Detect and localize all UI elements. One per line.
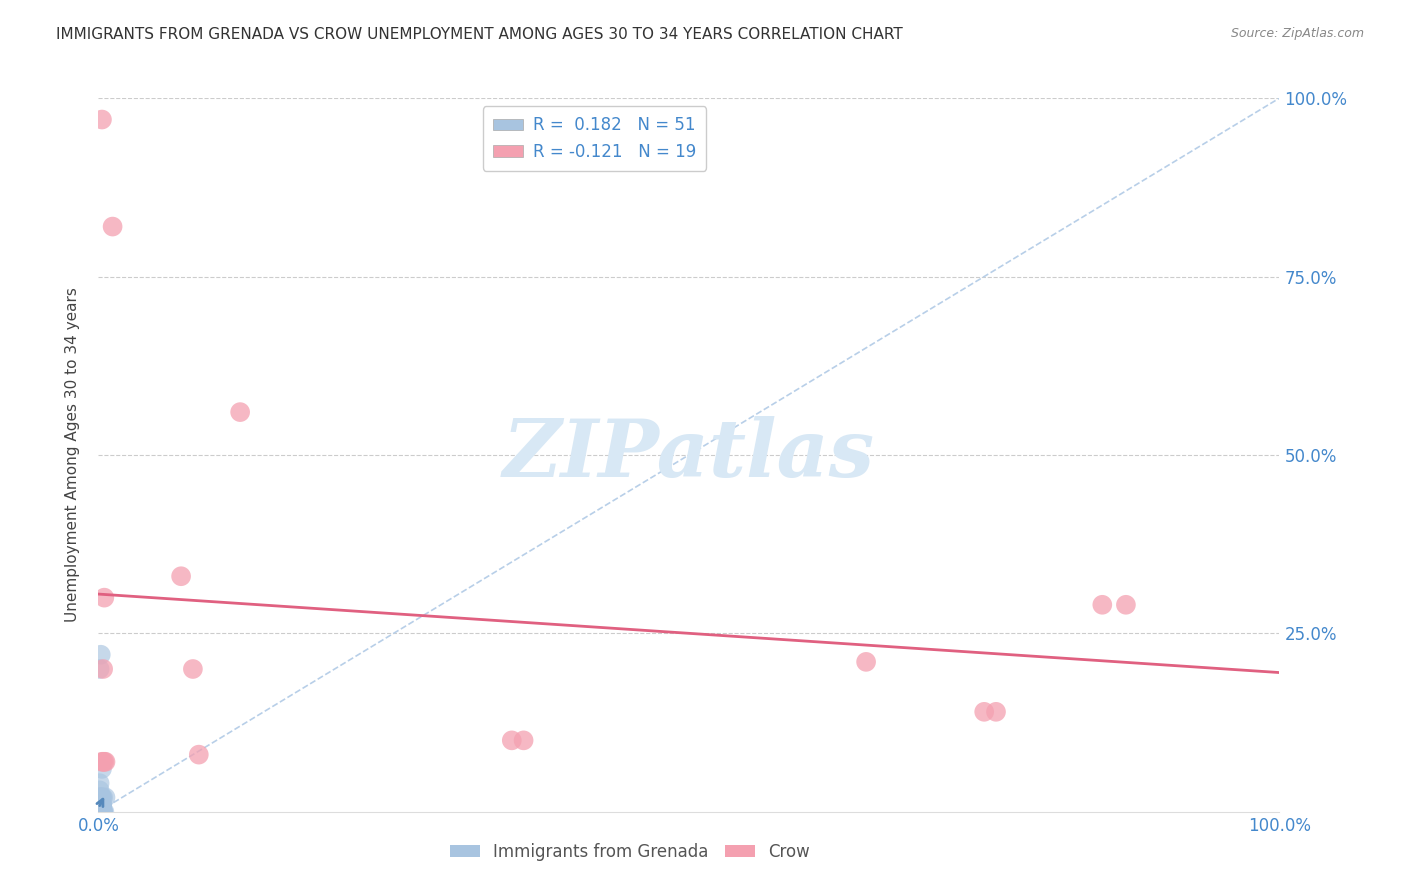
Point [90,797,112,812]
Point [89,797,111,812]
Point [512,733,534,747]
Point [89,797,111,812]
Point [90,790,112,805]
Point [229,405,252,419]
Point [90,797,112,812]
Point [91,805,114,819]
Point [91,662,114,676]
Text: ZIPatlas: ZIPatlas [503,417,875,493]
Point [89,805,111,819]
Point [91,790,114,805]
Point [89,805,111,819]
Point [89,805,111,819]
Point [90,805,112,819]
Point [89,662,111,676]
Point [91,755,114,769]
Point [93,755,115,769]
Point [94,755,117,769]
Point [984,705,1007,719]
Point [89,805,111,819]
Point [90,805,112,819]
Legend: Immigrants from Grenada, Crow: Immigrants from Grenada, Crow [443,837,817,868]
Point [90,797,112,812]
Point [89,790,111,805]
Point [90,790,112,805]
Point [90,805,112,819]
Point [1091,598,1114,612]
Point [90,805,112,819]
Text: Source: ZipAtlas.com: Source: ZipAtlas.com [1230,27,1364,40]
Point [90,805,112,819]
Point [170,569,193,583]
Point [90,805,112,819]
Point [91,805,114,819]
Point [93,805,115,819]
Point [101,219,124,234]
Point [91,797,114,812]
Point [181,662,204,676]
Point [973,705,995,719]
Point [91,805,114,819]
Point [90,797,112,812]
Point [91,805,114,819]
Point [855,655,877,669]
Point [91,790,114,805]
Point [90,805,112,819]
Point [91,805,114,819]
Point [90,790,112,805]
Point [91,805,114,819]
Point [90,805,112,819]
Point [91,762,114,776]
Point [89,805,111,819]
Point [187,747,209,762]
Point [89,797,111,812]
Point [89,776,111,790]
Point [501,733,523,747]
Point [90,648,112,662]
Point [89,783,111,797]
Point [91,805,114,819]
Point [91,797,114,812]
Point [94,790,117,805]
Point [91,790,114,805]
Point [1115,598,1137,612]
Point [91,112,114,127]
Point [91,805,114,819]
Point [89,797,111,812]
Point [89,797,111,812]
Point [91,797,114,812]
Point [93,591,115,605]
Point [91,805,114,819]
Point [89,805,111,819]
Point [89,790,111,805]
Y-axis label: Unemployment Among Ages 30 to 34 years: Unemployment Among Ages 30 to 34 years [65,287,80,623]
Text: IMMIGRANTS FROM GRENADA VS CROW UNEMPLOYMENT AMONG AGES 30 TO 34 YEARS CORRELATI: IMMIGRANTS FROM GRENADA VS CROW UNEMPLOY… [56,27,903,42]
Point [91,797,114,812]
Point [91,755,114,769]
